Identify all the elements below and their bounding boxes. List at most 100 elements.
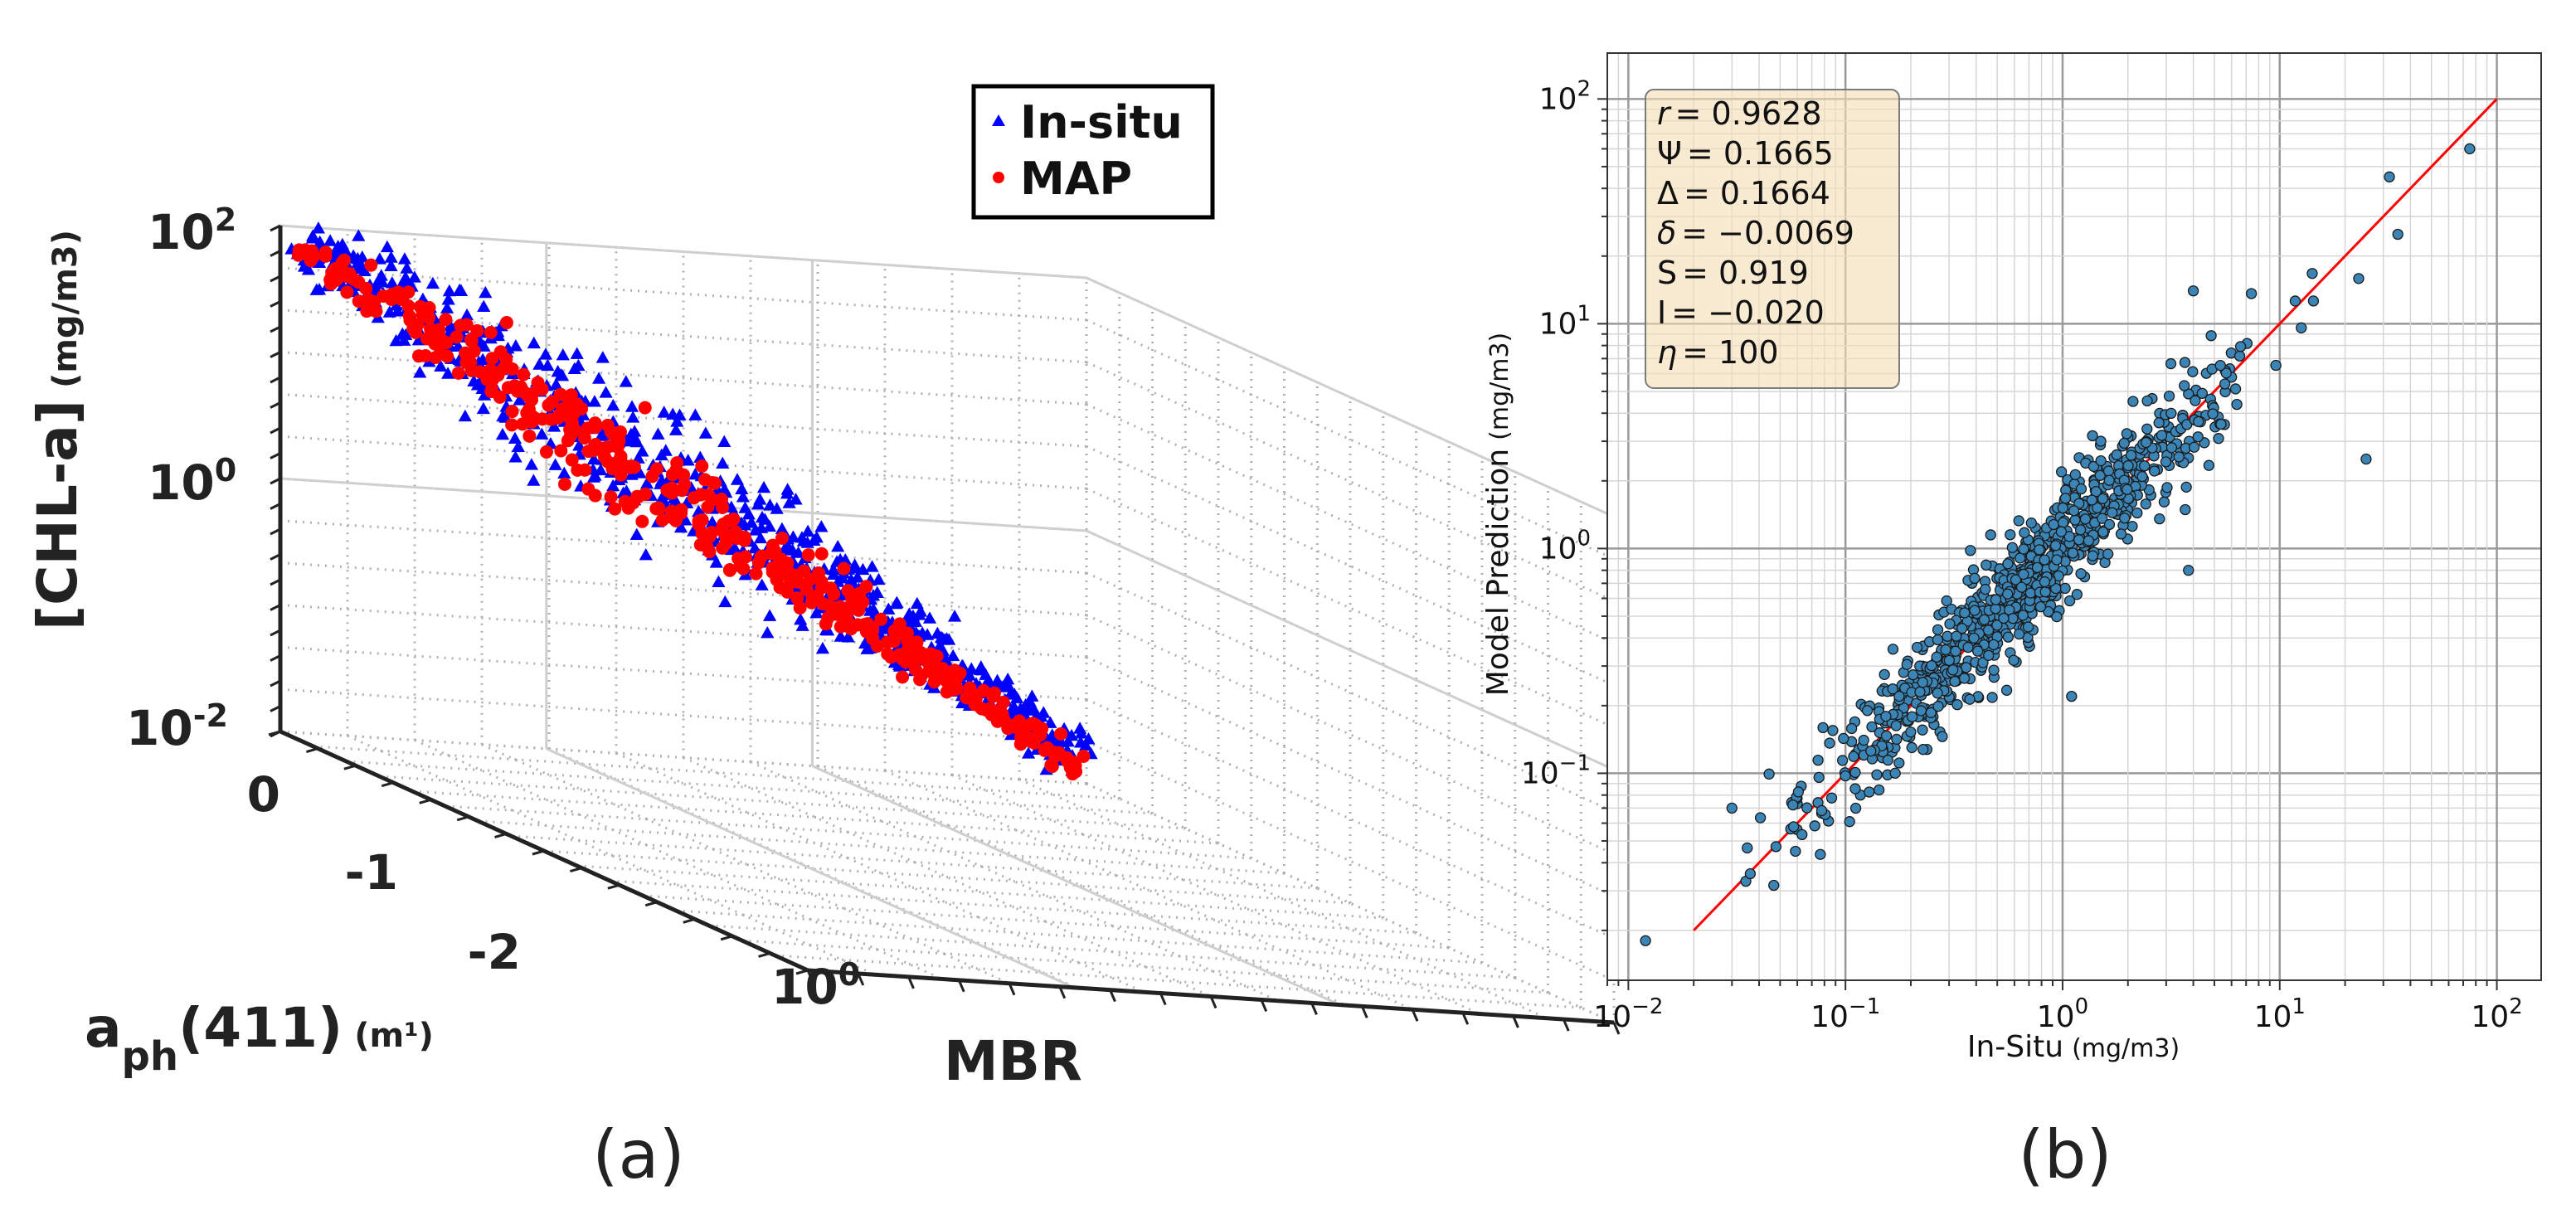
map-point xyxy=(936,664,950,678)
map-point xyxy=(814,547,829,561)
map-point xyxy=(565,453,579,467)
prediction-point xyxy=(2008,654,2019,666)
x-tick-mark xyxy=(1260,999,1268,1013)
map-point xyxy=(738,550,752,564)
y-tick-mark xyxy=(494,832,507,838)
y-tick-mark xyxy=(758,951,770,958)
z-axis-label: [CHL-a](mg/m3) xyxy=(26,230,90,630)
in-situ-point xyxy=(795,619,809,631)
prediction-point xyxy=(1754,812,1767,824)
prediction-point xyxy=(1788,821,1800,833)
prediction-point xyxy=(1890,720,1902,731)
in-situ-point xyxy=(353,258,367,270)
map-point xyxy=(706,476,720,490)
map-point xyxy=(638,401,652,415)
x-tick-label: 10−1 xyxy=(1810,994,1880,1034)
map-point xyxy=(804,595,819,610)
prediction-point xyxy=(2180,503,2191,516)
in-situ-point xyxy=(336,241,350,254)
stats-line: Ψ = 0.1665 xyxy=(1657,135,1834,172)
in-situ-point xyxy=(511,440,525,452)
prediction-point xyxy=(2179,357,2191,368)
map-point xyxy=(668,513,683,527)
y-tick-mark xyxy=(720,935,733,941)
y-tick-label: 10−1 xyxy=(1521,751,1591,790)
prediction-point xyxy=(1978,614,1990,625)
y-tick-mark xyxy=(268,730,281,736)
prediction-point xyxy=(1917,744,1929,756)
in-situ-point xyxy=(477,299,491,313)
map-point xyxy=(605,462,620,476)
in-situ-point xyxy=(748,541,762,554)
prediction-point xyxy=(1763,768,1775,780)
in-situ-point xyxy=(400,261,414,274)
prediction-point xyxy=(2022,621,2034,633)
map-point xyxy=(318,245,333,260)
in-situ-point xyxy=(775,522,790,535)
prediction-point xyxy=(1961,662,1972,673)
prediction-point xyxy=(1964,693,1976,705)
prediction-point xyxy=(2196,387,2208,399)
map-point xyxy=(608,502,622,516)
prediction-point xyxy=(2213,433,2224,445)
in-situ-point xyxy=(572,439,586,451)
prediction-point xyxy=(1865,745,1877,757)
z-tick-mark xyxy=(270,452,281,459)
x-tick-mark xyxy=(1109,989,1116,1003)
in-situ-point xyxy=(770,502,784,514)
prediction-point xyxy=(2018,543,2029,555)
z-tick-mark xyxy=(270,250,281,257)
in-situ-point xyxy=(442,284,456,297)
x-tick-mark xyxy=(1562,1018,1570,1032)
map-point xyxy=(927,675,941,689)
in-situ-point xyxy=(547,420,561,432)
prediction-point xyxy=(2102,465,2115,477)
prediction-point xyxy=(2220,367,2232,379)
map-point xyxy=(409,326,423,340)
prediction-point xyxy=(2179,380,2190,391)
map-point xyxy=(470,323,484,338)
map-point xyxy=(517,367,531,381)
prediction-point xyxy=(2073,534,2085,546)
z-tick-mark xyxy=(270,300,281,308)
prediction-point xyxy=(2161,482,2173,493)
map-point xyxy=(610,440,625,454)
in-situ-point xyxy=(384,250,398,263)
map-point xyxy=(486,372,500,386)
prediction-point xyxy=(2017,610,2029,621)
prediction-point xyxy=(2231,398,2243,411)
prediction-point xyxy=(2122,484,2133,495)
major-grid-line xyxy=(1086,529,1615,771)
prediction-point xyxy=(2464,143,2476,155)
map-point xyxy=(801,548,815,562)
map-point xyxy=(544,412,558,426)
in-situ-point xyxy=(347,251,362,264)
in-situ-point xyxy=(758,513,772,525)
map-point xyxy=(499,352,513,367)
prediction-point xyxy=(2154,513,2165,525)
map-point xyxy=(843,602,858,616)
prediction-point xyxy=(2188,441,2200,453)
prediction-point xyxy=(1906,741,1917,754)
in-situ-point xyxy=(867,602,881,615)
map-point xyxy=(1044,758,1058,772)
grid-line xyxy=(313,745,1120,800)
in-situ-point xyxy=(535,427,549,440)
prediction-point xyxy=(1982,624,1995,636)
map-point xyxy=(451,366,465,380)
prediction-point xyxy=(2057,502,2068,514)
in-situ-point xyxy=(352,229,366,241)
in-situ-point xyxy=(1074,726,1088,739)
prediction-point xyxy=(2190,395,2201,406)
prediction-point xyxy=(2192,431,2204,443)
grid-line xyxy=(775,954,1582,1009)
in-situ-point xyxy=(384,259,398,271)
map-point xyxy=(364,258,378,272)
y-tick-mark xyxy=(683,917,696,924)
prediction-point xyxy=(2007,613,2019,624)
grid-line xyxy=(741,939,1548,994)
in-situ-point xyxy=(306,229,320,241)
map-point xyxy=(1052,748,1067,762)
in-situ-point xyxy=(595,351,610,363)
in-situ-point xyxy=(380,240,394,253)
